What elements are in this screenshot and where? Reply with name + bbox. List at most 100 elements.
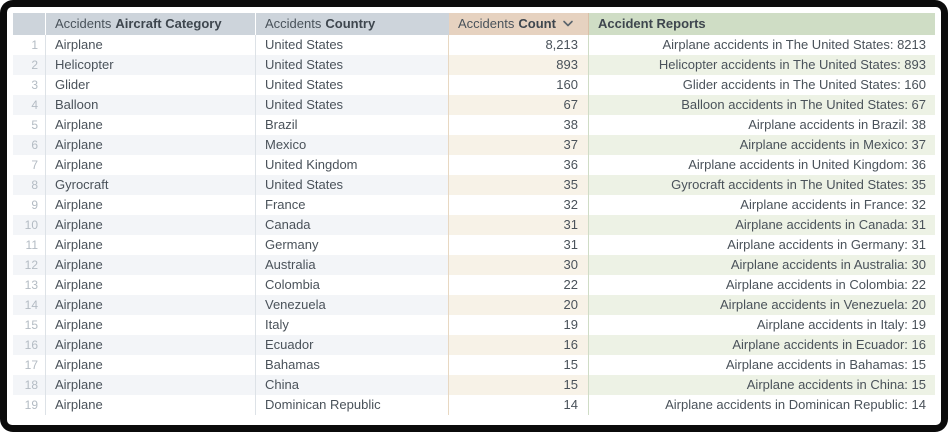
- row-number-cell: 5: [13, 115, 46, 135]
- country-cell[interactable]: China: [256, 375, 449, 395]
- count-cell[interactable]: 38: [449, 115, 589, 135]
- country-cell[interactable]: France: [256, 195, 449, 215]
- row-number-cell: 10: [13, 215, 46, 235]
- accident-report-cell[interactable]: Airplane accidents in Dominican Republic…: [589, 395, 935, 415]
- country-cell[interactable]: Canada: [256, 215, 449, 235]
- aircraft-category-cell[interactable]: Gyrocraft: [46, 175, 256, 195]
- count-cell[interactable]: 20: [449, 295, 589, 315]
- country-cell[interactable]: United Kingdom: [256, 155, 449, 175]
- aircraft-category-cell[interactable]: Airplane: [46, 355, 256, 375]
- row-number-cell: 13: [13, 275, 46, 295]
- country-cell[interactable]: United States: [256, 95, 449, 115]
- count-cell[interactable]: 31: [449, 235, 589, 255]
- country-cell[interactable]: Bahamas: [256, 355, 449, 375]
- country-cell[interactable]: United States: [256, 55, 449, 75]
- country-cell[interactable]: Italy: [256, 315, 449, 335]
- count-cell[interactable]: 22: [449, 275, 589, 295]
- aircraft-category-cell[interactable]: Airplane: [46, 35, 256, 55]
- column-header-prefix: Accidents: [458, 16, 515, 31]
- aircraft-category-cell[interactable]: Airplane: [46, 195, 256, 215]
- aircraft-category-cell[interactable]: Airplane: [46, 215, 256, 235]
- country-cell[interactable]: Australia: [256, 255, 449, 275]
- count-cell[interactable]: 8,213: [449, 35, 589, 55]
- aircraft-category-cell[interactable]: Airplane: [46, 275, 256, 295]
- aircraft-category-cell[interactable]: Airplane: [46, 315, 256, 335]
- accident-report-cell[interactable]: Helicopter accidents in The United State…: [589, 55, 935, 75]
- table-header-row: Accidents Aircraft Category Accidents Coun…: [13, 13, 935, 35]
- accident-report-cell[interactable]: Airplane accidents in Mexico: 37: [589, 135, 935, 155]
- aircraft-category-cell[interactable]: Airplane: [46, 255, 256, 275]
- column-header-aircraft-category[interactable]: Accidents Aircraft Category: [46, 13, 256, 35]
- accident-report-cell[interactable]: Airplane accidents in Venezuela: 20: [589, 295, 935, 315]
- accident-report-cell[interactable]: Airplane accidents in Brazil: 38: [589, 115, 935, 135]
- count-cell[interactable]: 15: [449, 375, 589, 395]
- accident-report-cell[interactable]: Gyrocraft accidents in The United States…: [589, 175, 935, 195]
- column-header-count[interactable]: Accidents Count: [449, 13, 589, 35]
- aircraft-category-cell[interactable]: Airplane: [46, 295, 256, 315]
- accident-report-cell[interactable]: Airplane accidents in United Kingdom: 36: [589, 155, 935, 175]
- row-number-cell: 2: [13, 55, 46, 75]
- aircraft-category-cell[interactable]: Airplane: [46, 375, 256, 395]
- accident-report-cell[interactable]: Airplane accidents in The United States:…: [589, 35, 935, 55]
- table-row: 6 Airplane Mexico 37 Airplane accidents …: [13, 135, 935, 155]
- country-cell[interactable]: United States: [256, 75, 449, 95]
- count-cell[interactable]: 14: [449, 395, 589, 415]
- aircraft-category-cell[interactable]: Airplane: [46, 135, 256, 155]
- count-cell[interactable]: 30: [449, 255, 589, 275]
- row-number-cell: 8: [13, 175, 46, 195]
- row-number-cell: 11: [13, 235, 46, 255]
- column-header-prefix: Accidents: [55, 16, 112, 31]
- aircraft-category-cell[interactable]: Airplane: [46, 235, 256, 255]
- country-cell[interactable]: Colombia: [256, 275, 449, 295]
- accident-report-cell[interactable]: Glider accidents in The United States: 1…: [589, 75, 935, 95]
- row-number-cell: 15: [13, 315, 46, 335]
- aircraft-category-cell[interactable]: Airplane: [46, 155, 256, 175]
- count-cell[interactable]: 67: [449, 95, 589, 115]
- count-cell[interactable]: 32: [449, 195, 589, 215]
- row-number-cell: 1: [13, 35, 46, 55]
- accident-report-cell[interactable]: Balloon accidents in The United States: …: [589, 95, 935, 115]
- country-cell[interactable]: Venezuela: [256, 295, 449, 315]
- aircraft-category-cell[interactable]: Airplane: [46, 115, 256, 135]
- aircraft-category-cell[interactable]: Airplane: [46, 395, 256, 415]
- country-cell[interactable]: United States: [256, 35, 449, 55]
- country-cell[interactable]: Germany: [256, 235, 449, 255]
- column-header-label: Country: [325, 16, 376, 31]
- table-row: 14 Airplane Venezuela 20 Airplane accide…: [13, 295, 935, 315]
- accident-report-cell[interactable]: Airplane accidents in Germany: 31: [589, 235, 935, 255]
- row-number-cell: 3: [13, 75, 46, 95]
- count-cell[interactable]: 31: [449, 215, 589, 235]
- aircraft-category-cell[interactable]: Airplane: [46, 335, 256, 355]
- row-number-cell: 18: [13, 375, 46, 395]
- accident-report-cell[interactable]: Airplane accidents in China: 15: [589, 375, 935, 395]
- column-header-country[interactable]: Accidents Country: [256, 13, 449, 35]
- aircraft-category-cell[interactable]: Balloon: [46, 95, 256, 115]
- accident-report-cell[interactable]: Airplane accidents in Colombia: 22: [589, 275, 935, 295]
- count-cell[interactable]: 15: [449, 355, 589, 375]
- aircraft-category-cell[interactable]: Glider: [46, 75, 256, 95]
- count-cell[interactable]: 37: [449, 135, 589, 155]
- aircraft-category-cell[interactable]: Helicopter: [46, 55, 256, 75]
- count-cell[interactable]: 893: [449, 55, 589, 75]
- accident-report-cell[interactable]: Airplane accidents in France: 32: [589, 195, 935, 215]
- accident-report-cell[interactable]: Airplane accidents in Bahamas: 15: [589, 355, 935, 375]
- table-row: 1 Airplane United States 8,213 Airplane …: [13, 35, 935, 55]
- count-cell[interactable]: 16: [449, 335, 589, 355]
- count-cell[interactable]: 35: [449, 175, 589, 195]
- accident-report-cell[interactable]: Airplane accidents in Australia: 30: [589, 255, 935, 275]
- count-cell[interactable]: 36: [449, 155, 589, 175]
- accident-report-cell[interactable]: Airplane accidents in Italy: 19: [589, 315, 935, 335]
- count-cell[interactable]: 19: [449, 315, 589, 335]
- country-cell[interactable]: Mexico: [256, 135, 449, 155]
- column-header-accident-reports[interactable]: Accident Reports: [589, 13, 935, 35]
- accident-report-cell[interactable]: Airplane accidents in Ecuador: 16: [589, 335, 935, 355]
- accident-report-cell[interactable]: Airplane accidents in Canada: 31: [589, 215, 935, 235]
- country-cell[interactable]: Dominican Republic: [256, 395, 449, 415]
- country-cell[interactable]: Ecuador: [256, 335, 449, 355]
- accidents-table: Accidents Aircraft Category Accidents Coun…: [13, 13, 935, 415]
- count-cell[interactable]: 160: [449, 75, 589, 95]
- table-row: 19 Airplane Dominican Republic 14 Airpla…: [13, 395, 935, 415]
- country-cell[interactable]: United States: [256, 175, 449, 195]
- country-cell[interactable]: Brazil: [256, 115, 449, 135]
